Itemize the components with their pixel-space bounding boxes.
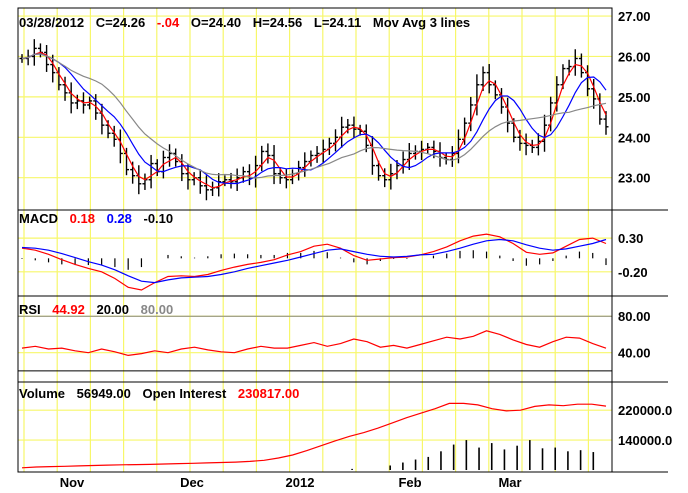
header-change: -.04 — [157, 15, 180, 30]
price-tick-label: 26.00 — [618, 49, 651, 64]
header-date: 03/28/2012 — [19, 15, 84, 30]
macd-histogram-value: -0.10 — [144, 211, 174, 226]
volume-value: 56949.00 — [77, 386, 131, 401]
macd-signal-value: 0.28 — [107, 211, 132, 226]
rsi-tick-label: 80.00 — [618, 309, 651, 324]
volume-panel — [21, 402, 607, 470]
header-high: H=24.56 — [253, 15, 303, 30]
rsi-tick-label: 40.00 — [618, 346, 651, 361]
macd-signal-line — [21, 238, 607, 284]
volume-tick-label: 220000.0 — [618, 403, 672, 418]
chart-frame — [17, 7, 613, 473]
rsi-upper-level: 80.00 — [141, 302, 174, 317]
rsi-line — [21, 330, 607, 357]
moving-average-slow-line — [21, 53, 607, 179]
x-axis-label: Feb — [398, 475, 421, 490]
x-axis-label: Nov — [60, 475, 85, 490]
price-tick-label: 24.00 — [618, 130, 651, 145]
open-interest-value: 230817.00 — [238, 386, 299, 401]
macd-header: MACD 0.18 0.28 -0.10 — [19, 211, 173, 226]
price-tick-label: 27.00 — [618, 9, 651, 24]
rsi-header: RSI 44.92 20.00 80.00 — [19, 302, 173, 317]
header-study: Mov Avg 3 lines — [373, 15, 470, 30]
macd-name: MACD — [19, 211, 58, 226]
header-low: L=24.11 — [314, 15, 361, 30]
panel-frames — [17, 7, 668, 473]
header-close: C=24.26 — [96, 15, 146, 30]
volume-name: Volume — [19, 386, 65, 401]
macd-value: 0.18 — [70, 211, 95, 226]
macd-tick-label: -0.20 — [618, 265, 648, 280]
rsi-name: RSI — [19, 302, 41, 317]
rsi-value: 44.92 — [52, 302, 85, 317]
macd-tick-label: 0.30 — [618, 231, 643, 246]
moving-average-mid-line — [21, 53, 607, 185]
x-axis-label: Dec — [180, 475, 204, 490]
open-interest-label: Open Interest — [142, 386, 226, 401]
price-header: 03/28/2012 C=24.26 -.04 O=24.40 H=24.56 … — [19, 15, 470, 30]
price-tick-label: 25.00 — [618, 90, 651, 105]
macd-panel — [21, 233, 607, 291]
x-axis-label: 2012 — [286, 475, 315, 490]
axis-labels: 27.00 26.00 25.00 24.00 23.00 0.30 -0.20 80.00 4… — [60, 9, 673, 490]
price-panel — [19, 39, 609, 201]
rsi-panel — [18, 315, 612, 372]
macd-line — [21, 233, 607, 291]
moving-average-fast-line — [21, 51, 607, 189]
header-open: O=24.40 — [191, 15, 241, 30]
grid-lines — [18, 8, 612, 472]
x-axis-label: Mar — [498, 475, 521, 490]
price-tick-label: 23.00 — [618, 171, 651, 186]
volume-header: Volume 56949.00 Open Interest 230817.00 — [19, 386, 299, 401]
open-interest-line — [21, 402, 607, 469]
rsi-lower-level: 20.00 — [96, 302, 129, 317]
volume-tick-label: 140000.0 — [618, 433, 672, 448]
